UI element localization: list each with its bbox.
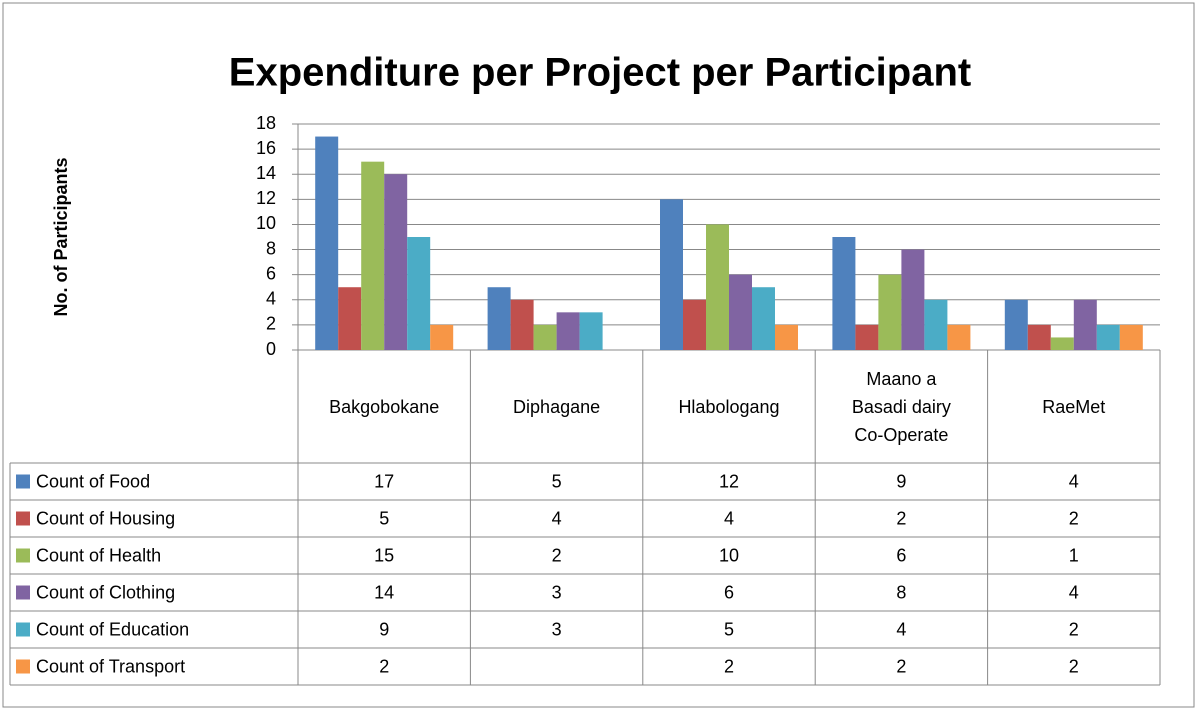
bar	[924, 299, 948, 350]
x-tick-label: RaeMet	[1042, 396, 1106, 417]
bar	[855, 324, 879, 350]
category-cell: RaeMet	[1042, 396, 1106, 417]
table-value: 6	[896, 545, 906, 565]
table-value: 2	[379, 656, 389, 676]
table-value: 5	[379, 508, 389, 528]
table-value: 12	[719, 471, 739, 491]
bar	[1027, 324, 1051, 350]
table-value: 1	[1069, 545, 1079, 565]
table-value: 4	[1069, 471, 1079, 491]
y-tick-label: 14	[256, 163, 276, 183]
legend-swatch	[16, 622, 30, 637]
bar	[487, 287, 511, 350]
x-tick-label: Diphagane	[513, 396, 601, 417]
table-value: 2	[552, 545, 562, 565]
table-value: 15	[374, 545, 394, 565]
table-value: 4	[896, 619, 906, 639]
bar	[1073, 299, 1097, 350]
table-value: 2	[1069, 619, 1079, 639]
table-value: 2	[896, 508, 906, 528]
y-tick-label: 8	[266, 238, 276, 258]
y-axis-title: No. of Participants	[51, 157, 71, 316]
table-value: 5	[552, 471, 562, 491]
y-tick-label: 12	[256, 188, 276, 208]
y-tick-label: 10	[256, 213, 276, 233]
bar	[430, 324, 454, 350]
x-tick-label: Maano a Basadi dairy Co-Operate	[851, 368, 951, 445]
table-value: 5	[724, 619, 734, 639]
bar	[407, 237, 431, 350]
table-value: 14	[374, 582, 394, 602]
bar	[510, 299, 534, 350]
legend-swatch	[16, 548, 30, 563]
bar	[315, 136, 339, 350]
bar	[947, 324, 971, 350]
legend-label: Count of Transport	[36, 656, 185, 676]
y-tick-label: 2	[266, 314, 276, 334]
table-value: 2	[724, 656, 734, 676]
legend-swatch	[16, 474, 30, 489]
y-tick-label: 18	[256, 113, 276, 133]
bar	[706, 224, 729, 350]
bar	[878, 274, 902, 350]
chart-title: Expenditure per Project per Participant	[229, 51, 971, 95]
legend-label: Count of Housing	[36, 508, 175, 528]
bar	[752, 287, 775, 350]
table-value: 2	[1069, 656, 1079, 676]
bar	[901, 249, 925, 350]
legend-label: Count of Health	[36, 545, 161, 565]
category-cell: Bakgobokane	[329, 396, 440, 417]
y-tick-label: 0	[266, 339, 276, 359]
table-value: 9	[379, 619, 389, 639]
bar	[361, 161, 385, 350]
bar	[660, 199, 683, 350]
table-value: 10	[719, 545, 739, 565]
legend-swatch	[16, 585, 30, 600]
legend-swatch	[16, 659, 30, 674]
table-value: 3	[552, 619, 562, 639]
category-cell: Diphagane	[513, 396, 601, 417]
legend-label: Count of Food	[36, 471, 150, 491]
table-value: 2	[896, 656, 906, 676]
y-tick-label: 6	[266, 263, 276, 283]
bar	[533, 324, 557, 350]
table-value: 3	[552, 582, 562, 602]
category-cell: Maano a Basadi dairy Co-Operate	[851, 368, 951, 445]
bar	[1096, 324, 1120, 350]
bar	[384, 174, 408, 350]
x-tick-label: Hlabologang	[678, 396, 780, 417]
y-tick-label: 16	[256, 138, 276, 158]
bar	[1004, 299, 1028, 350]
table-value: 6	[724, 582, 734, 602]
legend-label: Count of Education	[36, 619, 189, 639]
table-value: 2	[1069, 508, 1079, 528]
category-cell: Hlabologang	[678, 396, 780, 417]
bar	[1119, 324, 1143, 350]
table-value: 4	[552, 508, 562, 528]
bar	[579, 312, 603, 350]
table-value: 4	[1069, 582, 1079, 602]
legend-label: Count of Clothing	[36, 582, 175, 602]
table-value: 9	[896, 471, 906, 491]
bar	[832, 237, 856, 350]
table-value: 4	[724, 508, 734, 528]
bar	[683, 299, 706, 350]
bar	[1050, 337, 1074, 350]
bar	[556, 312, 580, 350]
bar	[775, 324, 798, 350]
legend-swatch	[16, 511, 30, 526]
table-value: 8	[896, 582, 906, 602]
y-tick-label: 4	[266, 289, 276, 309]
bar	[729, 274, 752, 350]
x-tick-label: Bakgobokane	[329, 396, 440, 417]
table-value: 17	[374, 471, 394, 491]
bar	[338, 287, 362, 350]
